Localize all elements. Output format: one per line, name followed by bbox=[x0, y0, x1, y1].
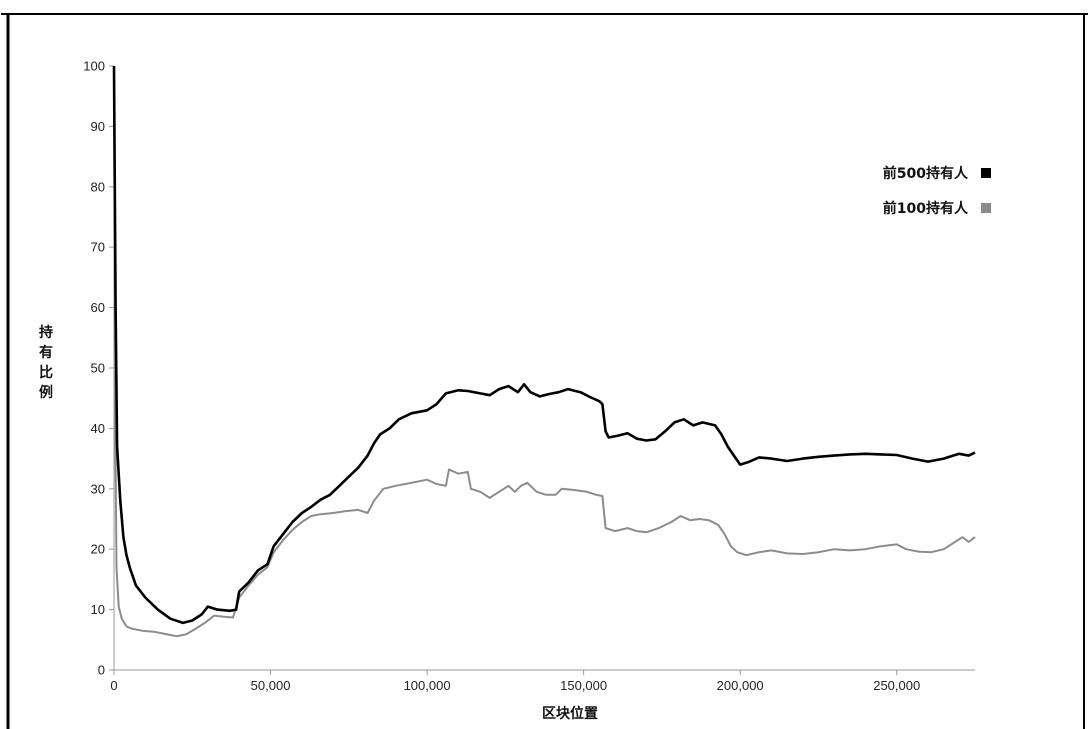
y-tick-label: 50 bbox=[91, 361, 105, 376]
y-tick-label: 100 bbox=[83, 59, 105, 74]
y-axis-title: 持有比例 bbox=[39, 324, 53, 401]
y-tick-label: 90 bbox=[91, 119, 105, 134]
series-layer bbox=[112, 65, 976, 638]
x-axis-title: 区块位置 bbox=[542, 705, 598, 722]
x-tick-label: 0 bbox=[110, 678, 117, 693]
x-tick-label: 250,000 bbox=[873, 678, 920, 693]
legend-label: 前500持有人 bbox=[883, 165, 969, 182]
y-tick-label: 80 bbox=[91, 179, 105, 194]
series-line-1 bbox=[112, 65, 976, 625]
y-tick-label: 30 bbox=[91, 481, 105, 496]
legend-swatch bbox=[981, 168, 991, 178]
y-tick-label: 20 bbox=[91, 542, 105, 557]
axes: 0 10 20 30 40 50 60 70 80 90 100 0 50,000 100,000 150,… bbox=[83, 59, 975, 693]
y-tick-label: 0 bbox=[98, 663, 105, 678]
y-tick-label: 10 bbox=[91, 602, 105, 617]
x-tick-label: 150,000 bbox=[560, 678, 607, 693]
legend-label: 前100持有人 bbox=[883, 200, 969, 217]
legend-swatch bbox=[981, 203, 991, 213]
x-tick-label: 50,000 bbox=[251, 678, 291, 693]
y-tick-label: 60 bbox=[91, 300, 105, 315]
y-tick-label: 70 bbox=[91, 240, 105, 255]
x-tick-label: 100,000 bbox=[404, 678, 451, 693]
series-line-2 bbox=[113, 65, 976, 638]
y-tick-label: 40 bbox=[91, 421, 105, 436]
x-tick-label: 200,000 bbox=[717, 678, 764, 693]
